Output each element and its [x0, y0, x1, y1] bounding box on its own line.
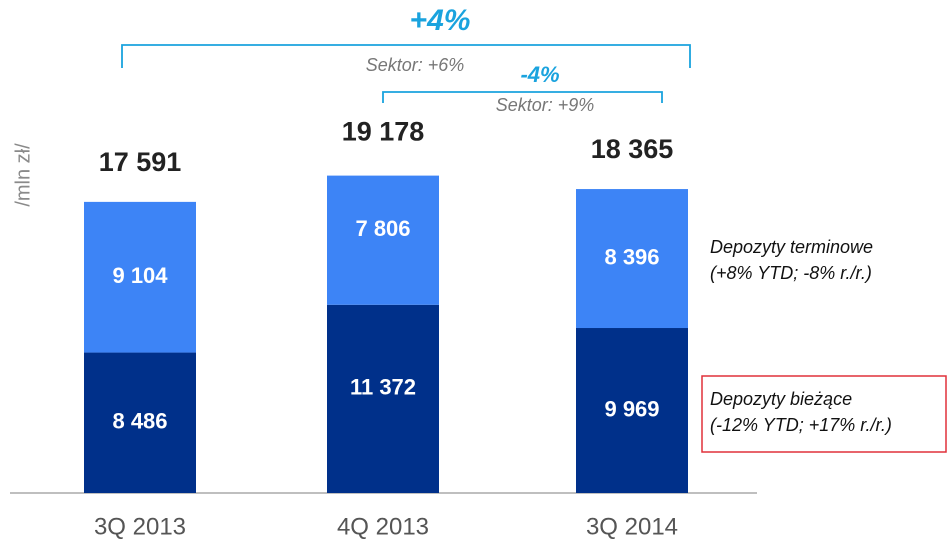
- bar-segment: [327, 175, 439, 305]
- data-label: 8 396: [604, 244, 659, 269]
- legend-entry: Depozyty bieżące: [710, 389, 852, 409]
- legend-entry: Depozyty terminowe: [710, 237, 873, 257]
- data-label: 7 806: [355, 216, 410, 241]
- bar-segment: [576, 189, 688, 329]
- data-label: 11 372: [350, 375, 416, 400]
- data-label: 8 486: [112, 409, 167, 434]
- total-label: 17 591: [99, 147, 182, 177]
- bar-segment: [576, 328, 688, 493]
- x-tick-label: 3Q 2014: [586, 513, 678, 540]
- bracket: [121, 44, 691, 68]
- bracket: [382, 91, 663, 103]
- total-label: 19 178: [342, 117, 425, 147]
- bar-segment: [327, 304, 439, 493]
- annotation: -4%: [520, 62, 559, 87]
- x-tick-label: 3Q 2013: [94, 513, 186, 540]
- legend-note: (-12% YTD; +17% r./r.): [710, 415, 892, 435]
- data-label: 9 104: [112, 263, 168, 288]
- data-label: 9 969: [604, 396, 659, 421]
- bar-segment: [84, 201, 196, 353]
- total-label: 18 365: [591, 134, 674, 164]
- annotation-sub: Sektor: +6%: [366, 55, 465, 75]
- annotation: +4%: [410, 4, 471, 37]
- bar-segment: [84, 352, 196, 493]
- x-tick-label: 4Q 2013: [337, 513, 429, 540]
- legend-highlight: [701, 375, 947, 453]
- annotation-sub: Sektor: +9%: [496, 95, 595, 115]
- y-axis-label: /mln zł/: [12, 143, 34, 207]
- legend-note: (+8% YTD; -8% r./r.): [710, 263, 872, 283]
